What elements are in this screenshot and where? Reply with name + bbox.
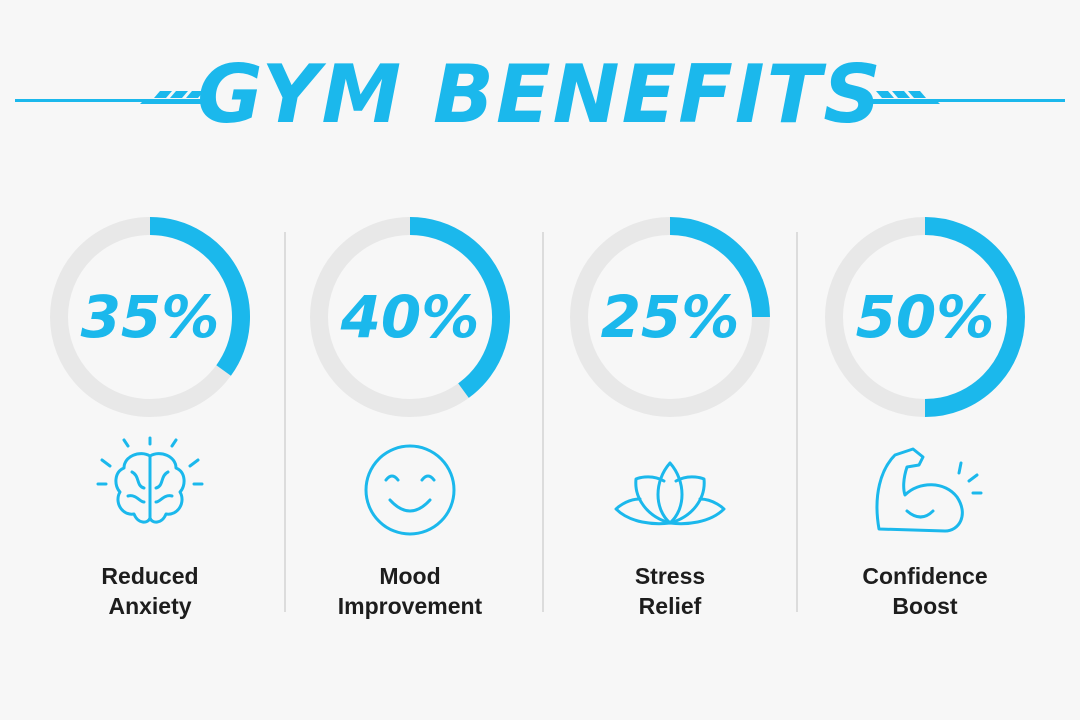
benefit-label: Stress bbox=[635, 563, 705, 589]
progress-arc bbox=[669, 217, 770, 318]
progress-arc bbox=[924, 217, 1025, 417]
benefit-label: Anxiety bbox=[108, 593, 191, 619]
benefit-label: Reduced bbox=[101, 563, 198, 589]
title: GYM BENEFITS bbox=[197, 48, 883, 141]
benefit-label: Boost bbox=[892, 593, 958, 619]
benefit-label: Confidence bbox=[862, 563, 987, 589]
progress-arc bbox=[149, 217, 250, 376]
muscle-icon bbox=[875, 447, 983, 533]
benefit-label: Mood bbox=[379, 563, 440, 589]
percent-label: 25% bbox=[601, 283, 740, 351]
percent-label: 50% bbox=[856, 283, 995, 351]
brain-icon bbox=[96, 436, 204, 524]
percent-label: 40% bbox=[340, 283, 480, 351]
benefit-label: Improvement bbox=[338, 593, 483, 619]
progress-arc bbox=[409, 217, 510, 398]
title-decoration bbox=[15, 91, 1065, 104]
benefit-label: Relief bbox=[639, 593, 702, 619]
smile-icon bbox=[364, 444, 456, 536]
percent-label: 35% bbox=[81, 283, 220, 351]
dividers bbox=[284, 232, 798, 612]
lotus-icon bbox=[614, 461, 726, 526]
